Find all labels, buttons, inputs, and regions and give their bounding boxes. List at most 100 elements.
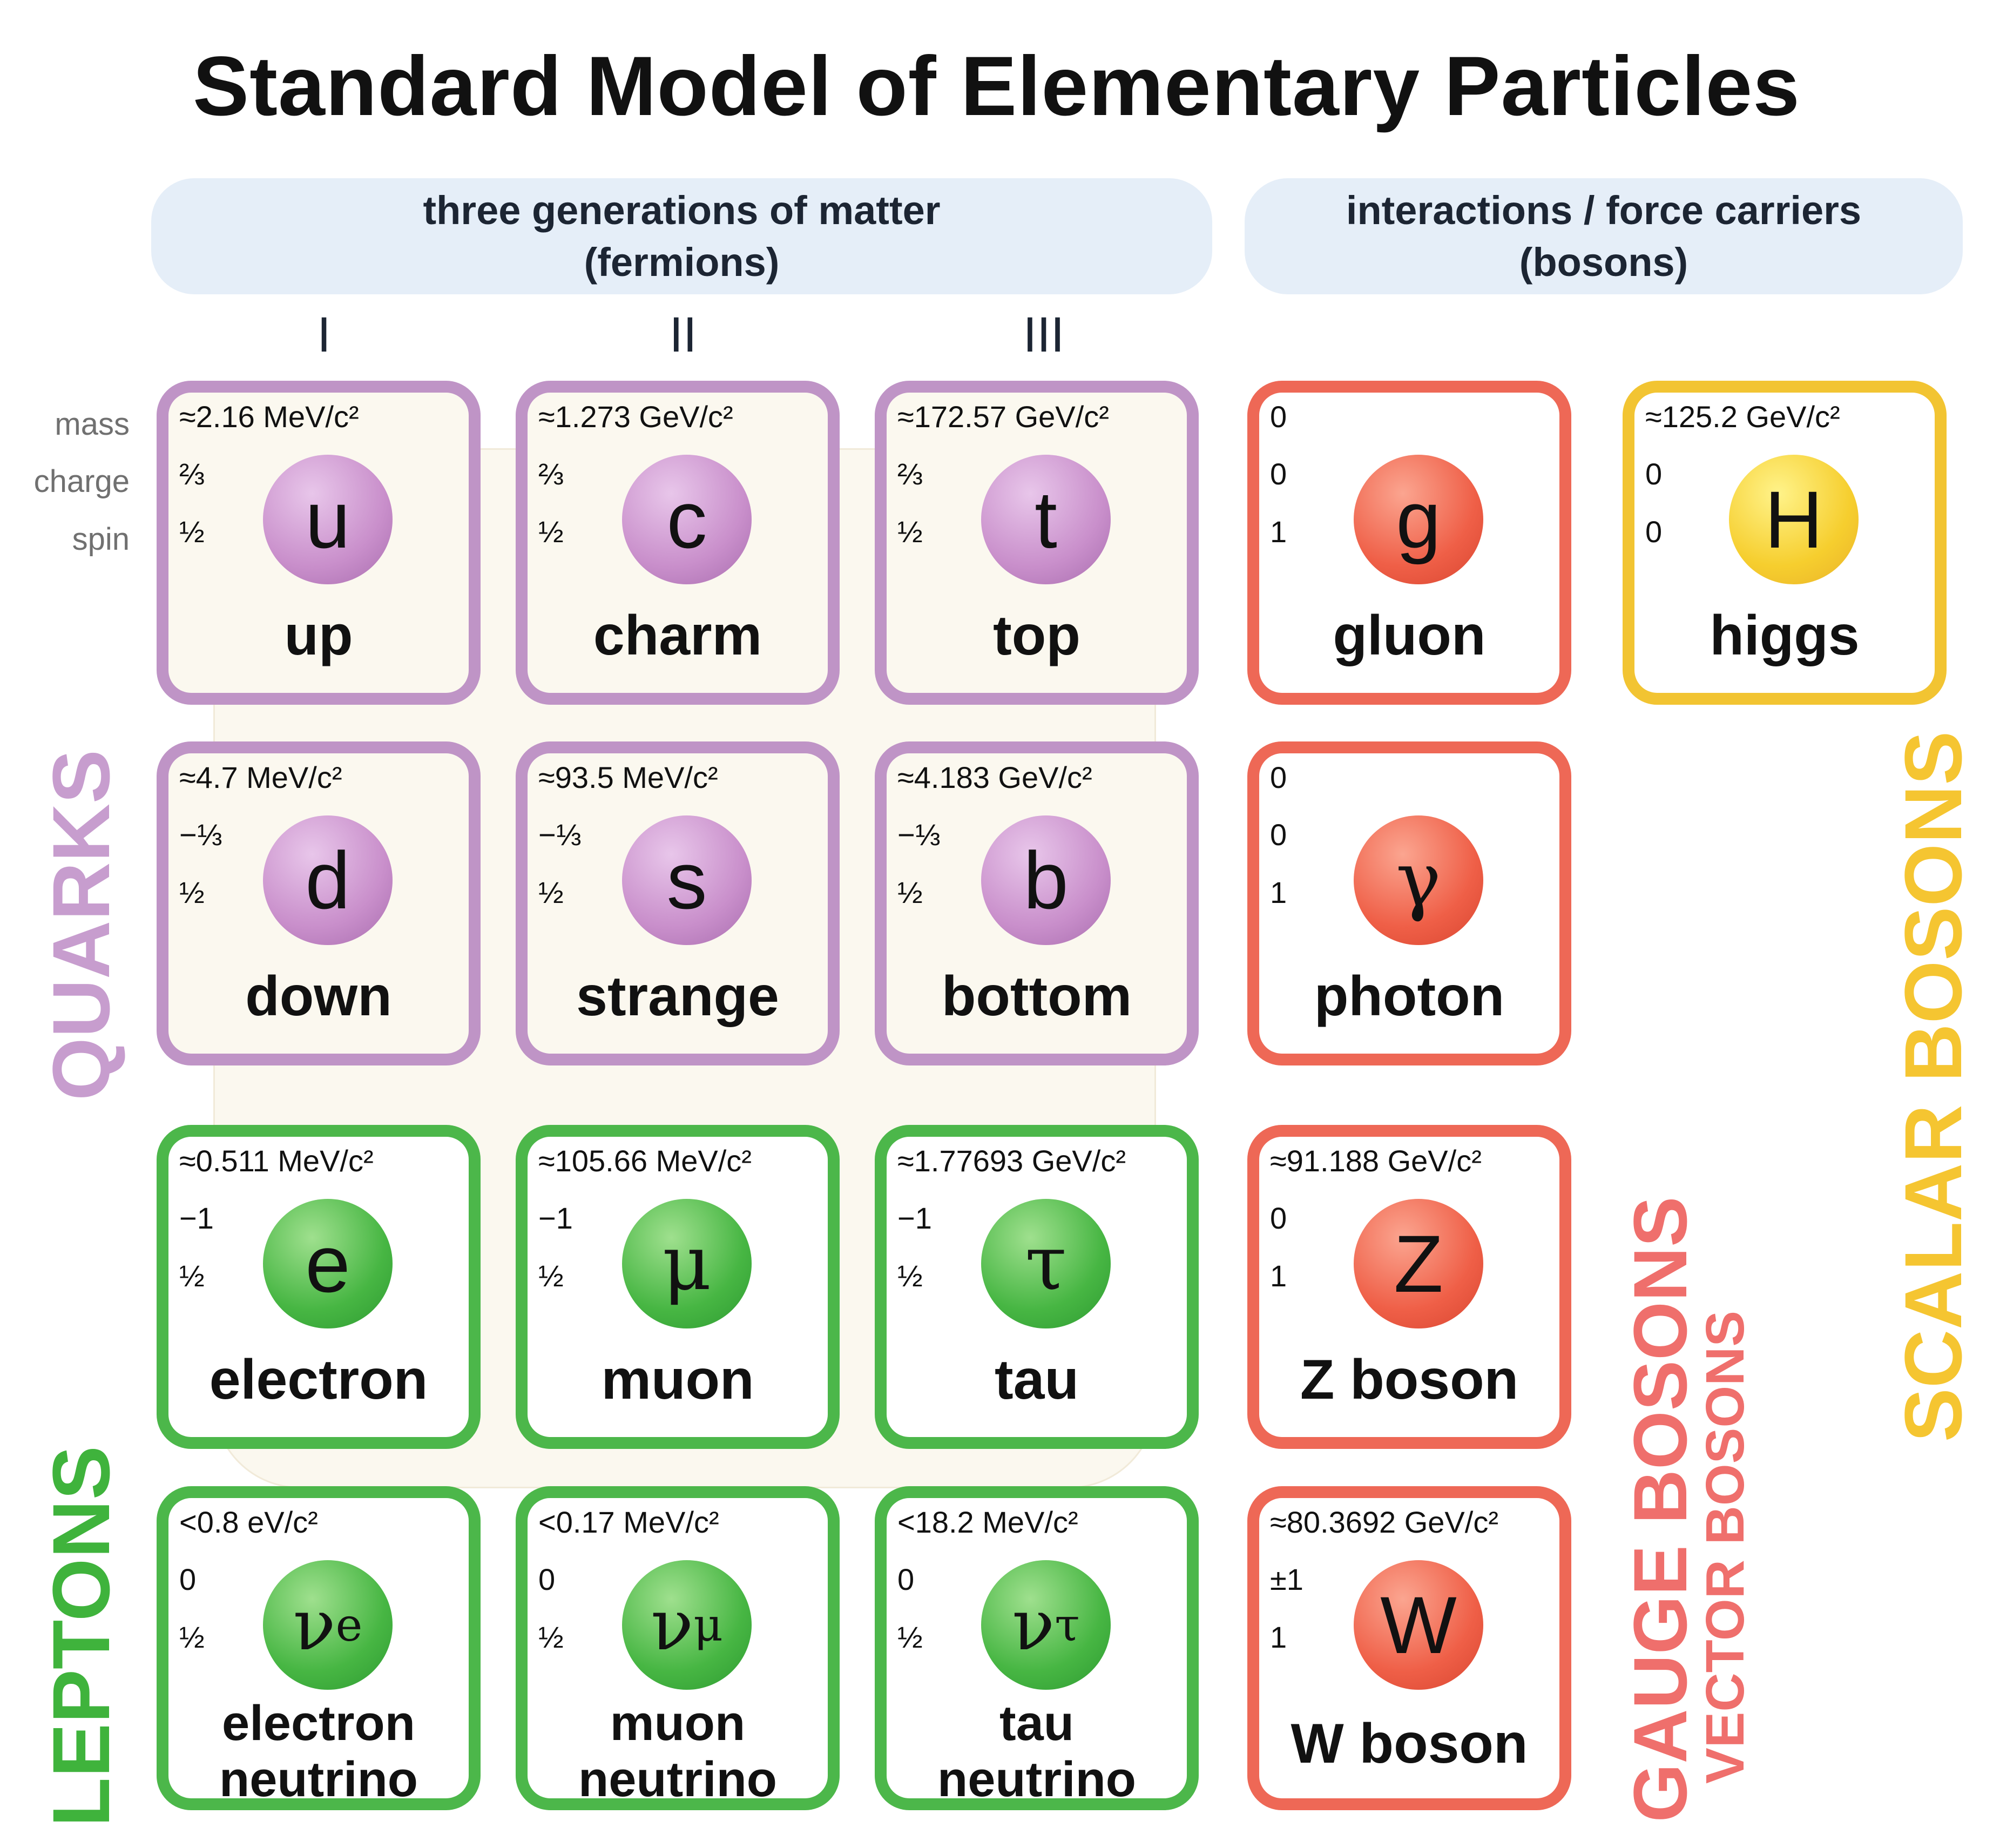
spin-value: ½ <box>179 515 205 549</box>
particle-name: Z boson <box>1300 1348 1519 1411</box>
spin-value: 1 <box>1270 1259 1287 1293</box>
particle-symbol: b <box>981 815 1111 945</box>
neutrino-symbol: ν <box>293 1584 336 1666</box>
particle-name-line2: neutrino <box>937 1752 1136 1807</box>
mass-value: ≈4.183 GeV/c² <box>897 760 1092 794</box>
charge-value: −1 <box>897 1201 932 1235</box>
bosons-header-line1: interactions / force carriers <box>1346 187 1862 233</box>
spin-value: 1 <box>1270 875 1287 909</box>
mass-value: ≈80.3692 GeV/c² <box>1270 1505 1498 1539</box>
spin-value: ½ <box>897 515 923 549</box>
particle-symbol: c <box>622 455 752 584</box>
charge-value: −⅓ <box>538 818 582 852</box>
mass-value: ≈91.188 GeV/c² <box>1270 1144 1482 1178</box>
particle-symbol: g <box>1354 455 1483 584</box>
row-label-charge: charge <box>33 464 130 499</box>
charge-value: 0 <box>179 1562 197 1596</box>
particle-name: tau neutrino <box>887 1695 1187 1807</box>
charge-value: −⅓ <box>179 818 222 852</box>
mass-value: ≈125.2 GeV/c² <box>1645 400 1840 434</box>
particle-card-tau: ≈1.77693 GeV/c² −1 ½ τ tau <box>875 1125 1199 1449</box>
spin-value: 1 <box>1270 515 1287 549</box>
charge-value: ⅔ <box>538 457 564 491</box>
particle-name: muon neutrino <box>528 1695 828 1807</box>
particle-name-line2: neutrino <box>578 1752 777 1807</box>
charge-value: 0 <box>1270 818 1287 852</box>
particle-name-line1: muon <box>610 1696 746 1751</box>
particle-card-strange: ≈93.5 MeV/c² −⅓ ½ s strange <box>516 741 840 1065</box>
charge-value: ⅔ <box>897 457 923 491</box>
neutrino-symbol: ν <box>651 1584 694 1666</box>
spin-value: ½ <box>538 1620 564 1654</box>
row-label-mass: mass <box>55 407 130 442</box>
neutrino-symbol: ν <box>1012 1584 1055 1666</box>
neutrino-subscript: τ <box>1055 1599 1080 1651</box>
charge-value: 0 <box>1270 1201 1287 1235</box>
spin-value: ½ <box>179 875 205 909</box>
particle-name: photon <box>1314 965 1505 1028</box>
mass-value: ≈4.7 MeV/c² <box>179 760 342 794</box>
spin-value: ½ <box>179 1620 205 1654</box>
spin-value: 0 <box>1645 515 1663 549</box>
mass-value: 0 <box>1270 400 1287 434</box>
particle-symbol: μ <box>622 1199 752 1328</box>
particle-symbol: u <box>263 455 393 584</box>
mass-value: ≈93.5 MeV/c² <box>538 760 718 794</box>
bosons-header: interactions / force carriers (bosons) <box>1245 178 1963 294</box>
particle-symbol: s <box>622 815 752 945</box>
generation-label-1: I <box>317 307 331 362</box>
mass-value: 0 <box>1270 760 1287 794</box>
particle-card-higgs: ≈125.2 GeV/c² 0 0 H higgs <box>1623 381 1947 705</box>
particle-name: bottom <box>941 965 1132 1028</box>
mass-value: ≈172.57 GeV/c² <box>897 400 1109 434</box>
particle-symbol: Z <box>1354 1199 1483 1328</box>
mass-value: ≈105.66 MeV/c² <box>538 1144 752 1178</box>
generation-label-3: III <box>1023 307 1065 362</box>
fermions-header: three generations of matter (fermions) <box>151 178 1212 294</box>
bosons-header-line2: (bosons) <box>1519 239 1688 285</box>
particle-card-muon: ≈105.66 MeV/c² −1 ½ μ muon <box>516 1125 840 1449</box>
fermions-header-line1: three generations of matter <box>423 187 941 233</box>
charge-value: 0 <box>538 1562 556 1596</box>
scalar-bosons-label: SCALAR BOSONS <box>1888 731 1978 1442</box>
particle-symbol: γ <box>1354 815 1483 945</box>
particle-name: electron neutrino <box>168 1695 469 1807</box>
particle-symbol: d <box>263 815 393 945</box>
particle-symbol: H <box>1729 455 1859 584</box>
particle-name: charm <box>593 604 762 667</box>
spin-value: ½ <box>897 875 923 909</box>
spin-value: ½ <box>179 1259 205 1293</box>
charge-value: 0 <box>1270 457 1287 491</box>
particle-name: top <box>993 604 1080 667</box>
spin-value: ½ <box>897 1620 923 1654</box>
charge-value: −⅓ <box>897 818 941 852</box>
quarks-label: QUARKS <box>36 749 126 1101</box>
charge-value: 0 <box>1645 457 1663 491</box>
particle-symbol: e <box>263 1199 393 1328</box>
particle-card-bottom: ≈4.183 GeV/c² −⅓ ½ b bottom <box>875 741 1199 1065</box>
particle-name: gluon <box>1333 604 1486 667</box>
mass-value: ≈0.511 MeV/c² <box>179 1144 374 1178</box>
particle-card-charm: ≈1.273 GeV/c² ⅔ ½ c charm <box>516 381 840 705</box>
particle-card-gluon: 0 0 1 g gluon <box>1247 381 1571 705</box>
mass-value: ≈1.273 GeV/c² <box>538 400 733 434</box>
fermions-header-line2: (fermions) <box>584 239 780 285</box>
mass-value: <0.8 eV/c² <box>179 1505 318 1539</box>
particle-card-z-boson: ≈91.188 GeV/c² 0 1 Z Z boson <box>1247 1125 1571 1449</box>
particle-symbol: t <box>981 455 1111 584</box>
page-title: Standard Model of Elementary Particles <box>193 39 1800 133</box>
mass-value: ≈1.77693 GeV/c² <box>897 1144 1126 1178</box>
neutrino-subscript: e <box>335 1599 363 1651</box>
charge-value: ±1 <box>1270 1562 1303 1596</box>
charge-value: −1 <box>179 1201 214 1235</box>
particle-name: electron <box>209 1348 428 1411</box>
particle-name: muon <box>601 1348 754 1411</box>
mass-value: <0.17 MeV/c² <box>538 1505 719 1539</box>
particle-name: tau <box>995 1348 1079 1411</box>
row-label-spin: spin <box>72 522 130 557</box>
